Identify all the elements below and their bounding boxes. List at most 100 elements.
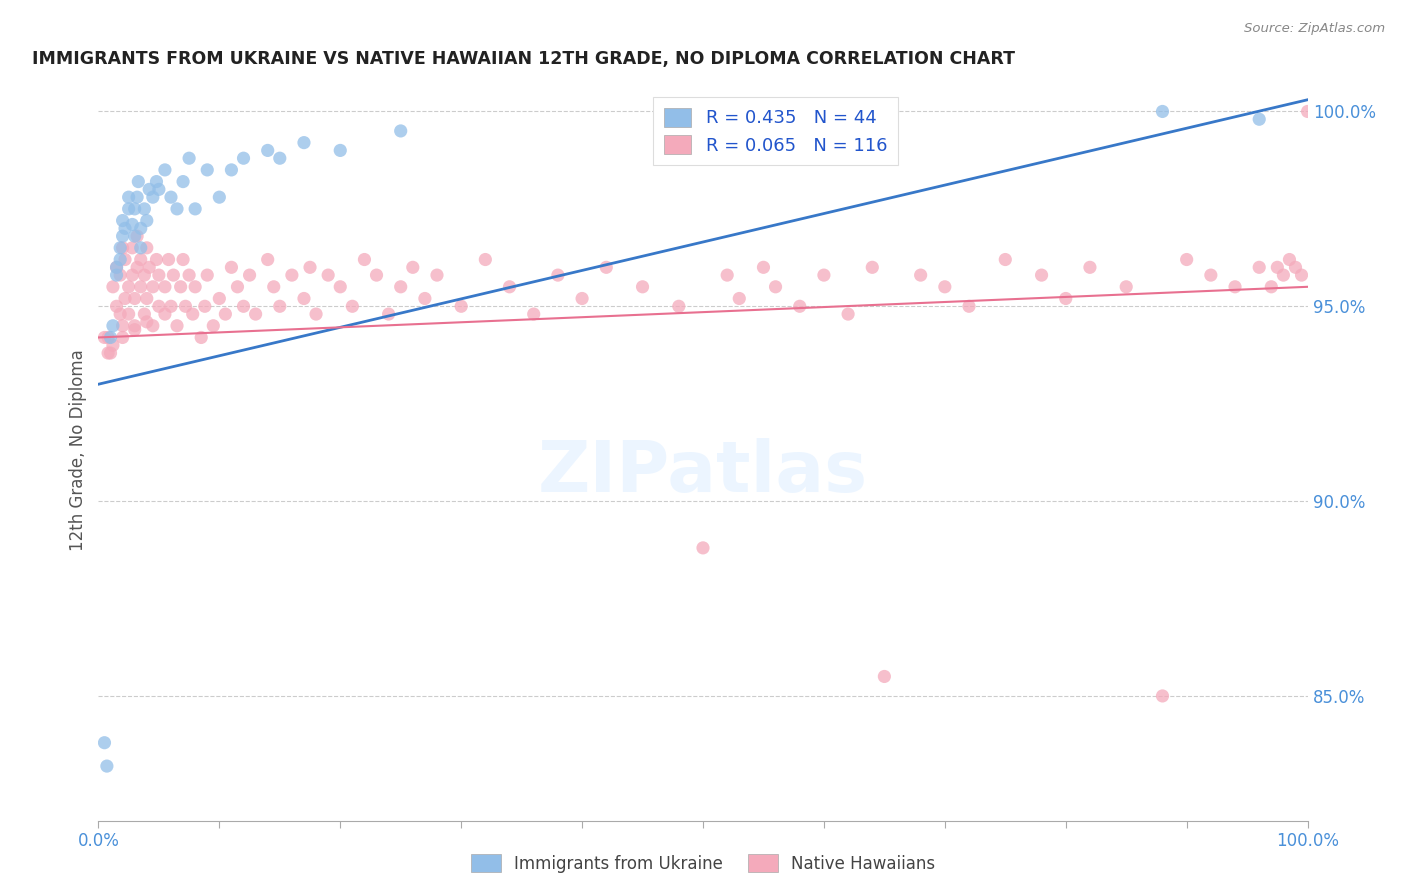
Point [179,268,201,282]
Point [202,318,225,333]
Legend: R = 0.435   N = 44, R = 0.065   N = 116: R = 0.435 N = 44, R = 0.065 N = 116 [654,96,898,165]
Point [129,280,152,294]
Point [256,144,278,158]
Point [121,241,143,255]
Point [184,202,207,216]
Point [1152,104,1174,119]
Point [221,260,243,275]
Point [124,229,146,244]
Point [96,759,118,773]
Point [214,307,236,321]
Point [153,162,176,177]
Point [118,280,141,294]
Point [100,346,122,360]
Point [127,175,149,189]
Point [157,252,180,267]
Point [226,280,249,294]
Point [389,280,412,294]
Point [668,299,690,313]
Point [129,241,152,255]
Point [129,221,152,235]
Point [1078,260,1101,275]
Point [305,307,328,321]
Point [245,307,267,321]
Point [105,268,128,282]
Point [450,299,472,313]
Point [934,280,956,294]
Point [281,268,304,282]
Text: IMMIGRANTS FROM UKRAINE VS NATIVE HAWAIIAN 12TH GRADE, NO DIPLOMA CORRELATION CH: IMMIGRANTS FROM UKRAINE VS NATIVE HAWAII… [32,50,1015,68]
Point [93,736,115,750]
Point [105,299,128,313]
Point [138,182,160,196]
Point [160,299,183,313]
Point [1199,268,1222,282]
Point [1031,268,1053,282]
Point [108,241,131,255]
Point [101,318,124,333]
Point [135,315,157,329]
Point [547,268,569,282]
Y-axis label: 12th Grade, No Diploma: 12th Grade, No Diploma [69,350,87,551]
Point [692,541,714,555]
Point [142,190,165,204]
Point [728,292,751,306]
Point [194,299,217,313]
Point [195,162,218,177]
Point [873,669,896,683]
Point [172,175,194,189]
Point [174,299,197,313]
Point [208,190,231,204]
Point [571,292,593,306]
Point [837,307,859,321]
Point [377,307,399,321]
Point [127,260,149,275]
Point [124,292,146,306]
Point [111,241,134,255]
Point [1249,260,1271,275]
Point [108,268,131,282]
Point [134,202,156,216]
Point [232,151,254,165]
Point [134,307,156,321]
Point [1152,689,1174,703]
Point [195,268,218,282]
Point [426,268,449,282]
Point [105,260,128,275]
Point [153,280,176,294]
Point [1284,260,1306,275]
Point [135,292,157,306]
Point [97,330,120,344]
Point [329,144,352,158]
Point [329,280,352,294]
Point [269,299,291,313]
Point [1296,104,1319,119]
Point [114,221,136,235]
Point [138,260,160,275]
Point [111,213,134,227]
Point [232,299,254,313]
Point [910,268,932,282]
Point [269,151,291,165]
Point [124,202,146,216]
Point [172,252,194,267]
Point [162,268,184,282]
Point [97,346,120,360]
Point [100,330,122,344]
Point [135,241,157,255]
Point [208,292,231,306]
Point [121,218,143,232]
Point [129,252,152,267]
Point [114,252,136,267]
Point [256,252,278,267]
Point [169,280,191,294]
Point [153,307,176,321]
Legend: Immigrants from Ukraine, Native Hawaiians: Immigrants from Ukraine, Native Hawaiian… [464,847,942,880]
Text: ZIPatlas: ZIPatlas [538,438,868,508]
Point [1267,260,1289,275]
Text: Source: ZipAtlas.com: Source: ZipAtlas.com [1244,22,1385,36]
Point [111,318,134,333]
Point [145,175,167,189]
Point [160,190,183,204]
Point [789,299,811,313]
